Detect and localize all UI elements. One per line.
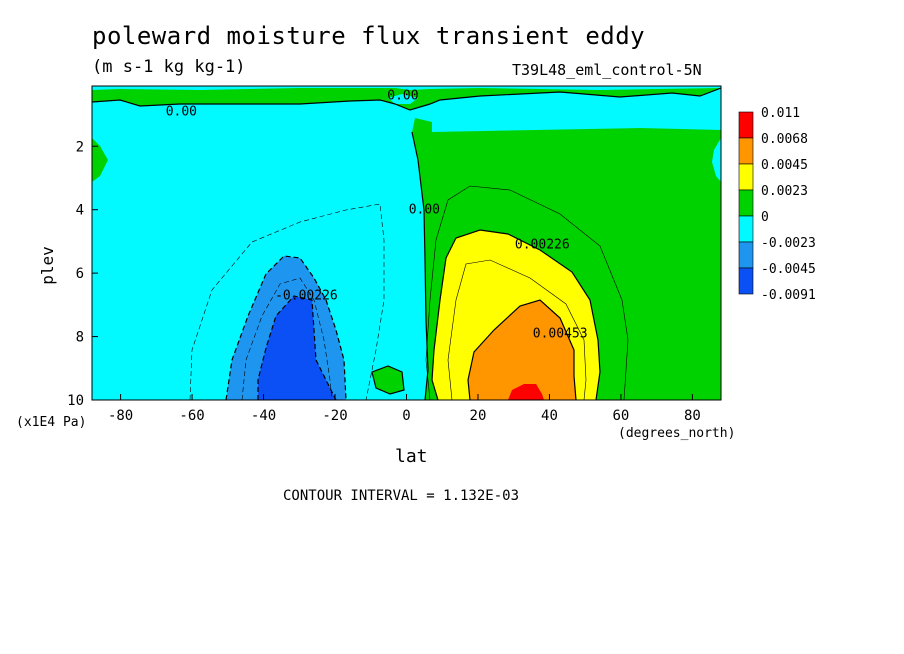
fill-level-pos1-left: [92, 138, 108, 182]
colorbar-swatch: [738, 111, 754, 139]
contour-pos-0.00226: [431, 229, 601, 400]
chart-units: (m s-1 kg kg-1): [92, 57, 246, 77]
y-tick-label: 10: [67, 393, 84, 409]
fill-level-pos3: [468, 300, 576, 400]
y-axis: 2 4 6 8 10: [67, 139, 98, 409]
contour-pos-inner-thin: [447, 259, 587, 400]
contour-fills: [92, 86, 721, 400]
colorbar-label: 0.0045: [761, 158, 808, 173]
colorbar-swatch: [738, 267, 754, 295]
fill-level-pos4: [508, 384, 544, 400]
colorbar-label: 0.0023: [761, 184, 808, 199]
contour-pos-thin: [425, 185, 629, 400]
fill-level-neg3: [258, 296, 336, 400]
x-tick-label: 80: [684, 408, 701, 424]
colorbar-label: -0.0023: [761, 236, 816, 251]
colorbar-label: 0.011: [761, 106, 800, 121]
y-tick-label: 8: [76, 330, 84, 346]
colorbar-label: -0.0045: [761, 262, 816, 277]
y-axis-units: (x1E4 Pa): [16, 415, 87, 430]
colorbar-swatch: [738, 241, 754, 269]
y-tick-label: 6: [76, 266, 84, 282]
y-axis-label: plev: [37, 246, 57, 285]
fill-level-neg1-right: [712, 138, 721, 182]
contour-neg-0.00453: [257, 295, 337, 400]
contour-labels: 0.00 0.00 0.00 -0.00226 0.00226 0.00453: [166, 89, 588, 342]
contour-zero-top: [92, 87, 721, 111]
x-tick-label: -80: [108, 408, 133, 424]
x-tick-label: 0: [402, 408, 410, 424]
x-tick-label: 40: [541, 408, 558, 424]
x-axis: -80 -60 -40 -20 0 20 40 60 80: [108, 394, 701, 424]
colorbar-swatch: [738, 189, 754, 217]
colorbar-swatch: [738, 215, 754, 243]
contour-label: 0.00: [166, 104, 197, 119]
x-tick-label: -60: [179, 408, 204, 424]
contour-label: 0.00453: [533, 326, 588, 341]
contour-label: 0.00: [409, 203, 440, 218]
fill-level-neg1-top: [92, 86, 721, 90]
contour-label: 0.00: [387, 89, 418, 104]
y-tick-label: 4: [76, 203, 84, 219]
contour-label: -0.00226: [275, 288, 338, 303]
x-axis-label: lat: [395, 446, 428, 467]
y-tick-label: 2: [76, 139, 84, 155]
contour-neg-0.00226: [225, 255, 347, 400]
colorbar-swatch: [738, 137, 754, 165]
dataset-label: T39L48_eml_control-5N: [512, 61, 702, 79]
contour-label: 0.00226: [515, 238, 570, 253]
contour-pos-0.00453: [467, 299, 577, 400]
colorbar-label: 0.0068: [761, 132, 808, 147]
contour-lines: [92, 87, 721, 400]
contour-neg-outer-dash: [189, 203, 385, 400]
x-axis-units: (degrees_north): [618, 426, 736, 441]
chart-title: poleward moisture flux transient eddy: [92, 22, 646, 50]
contour-neg-inner-dash: [241, 277, 333, 400]
contour-zero-mid: [411, 131, 429, 400]
fill-level-pos1-blob: [372, 366, 404, 394]
colorbar: 0.011 0.0068 0.0045 0.0023 0 -0.0023 -0.0045 -0…: [738, 106, 816, 303]
contour-interval-label: CONTOUR INTERVAL = 1.132E-03: [283, 488, 520, 504]
x-tick-label: -20: [322, 408, 347, 424]
fill-level-neg1-notch: [388, 94, 418, 104]
contour-blob: [371, 365, 405, 395]
x-tick-label: 60: [613, 408, 630, 424]
colorbar-label: 0: [761, 210, 769, 225]
x-tick-label: -40: [251, 408, 276, 424]
colorbar-swatch: [738, 163, 754, 191]
x-tick-label: 20: [470, 408, 487, 424]
colorbar-label: -0.0091: [761, 288, 816, 303]
